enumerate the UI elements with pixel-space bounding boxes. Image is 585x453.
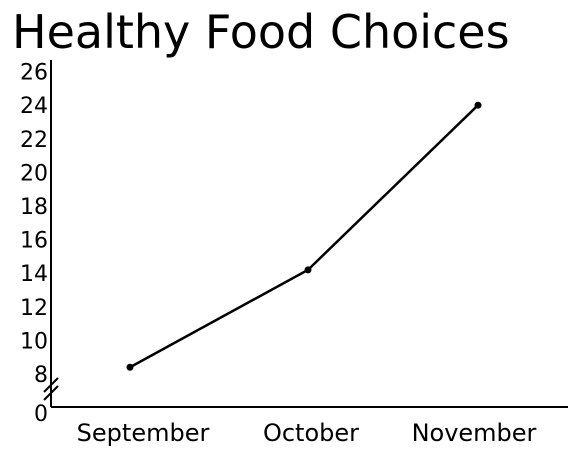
data-point	[474, 101, 482, 109]
chart-title: Healthy Food Choices	[12, 5, 510, 59]
y-tick-label: 10	[20, 329, 48, 354]
y-tick-label: 14	[20, 262, 48, 287]
axis-break-mark	[43, 377, 59, 401]
y-tick-label: 24	[20, 94, 48, 119]
y-tick-label: 16	[20, 229, 48, 254]
chart-axes	[43, 60, 568, 408]
x-tick-label: November	[412, 419, 537, 447]
series-line	[129, 104, 479, 369]
y-tick-label: 26	[20, 61, 48, 86]
series-line-group	[126, 101, 482, 371]
y-tick-label: 8	[34, 363, 48, 388]
y-tick-label: 20	[20, 161, 48, 186]
x-tick-labels: September October November	[77, 419, 537, 447]
x-tick-label: October	[263, 419, 359, 447]
data-point	[126, 363, 134, 371]
y-tick-label: 0	[34, 402, 48, 427]
y-tick-label: 12	[20, 296, 48, 321]
y-tick-label: 22	[20, 128, 48, 153]
y-tick-label: 18	[20, 195, 48, 220]
x-tick-label: September	[77, 419, 210, 447]
y-tick-labels: 0 8 10 12 14 16 18 20 22 24 26	[20, 61, 48, 427]
data-point	[304, 266, 312, 274]
